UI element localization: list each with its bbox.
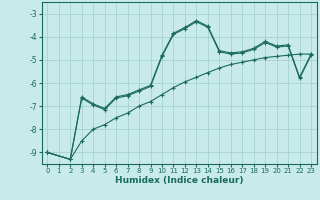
- X-axis label: Humidex (Indice chaleur): Humidex (Indice chaleur): [115, 176, 244, 185]
